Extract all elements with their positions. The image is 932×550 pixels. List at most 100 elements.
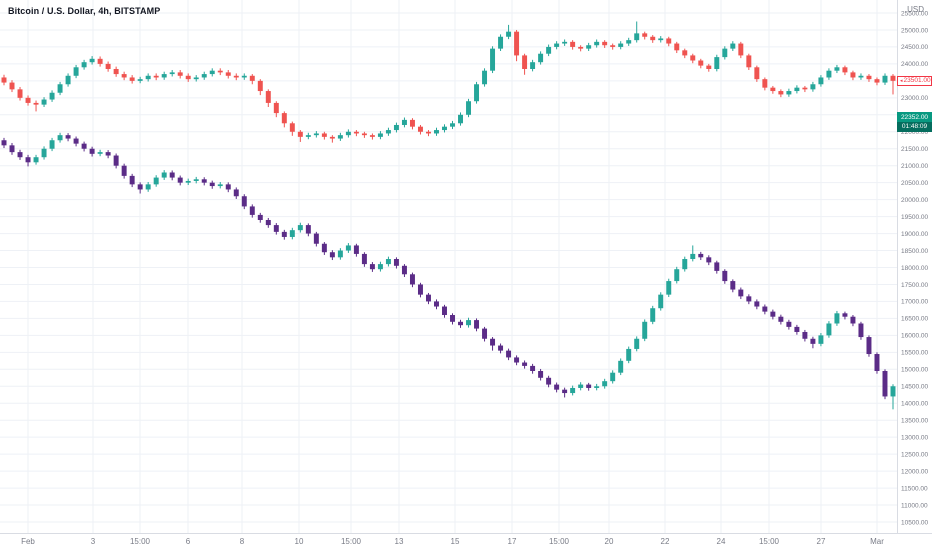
- candle: [690, 55, 696, 61]
- candle: [425, 294, 431, 302]
- price-tick-label: 15500.00: [901, 350, 928, 357]
- realtime-price-label[interactable]: 22352.00 01:48:09: [897, 111, 932, 132]
- time-tick-label: 15:00: [759, 537, 780, 546]
- price-tick-label: 25500.00: [901, 10, 928, 17]
- candle: [257, 80, 263, 92]
- candle: [217, 70, 223, 73]
- candle: [674, 43, 680, 51]
- candle: [626, 348, 632, 361]
- candle: [97, 152, 103, 154]
- candle: [297, 131, 303, 137]
- price-marker-icon: ◂: [900, 77, 903, 84]
- candle: [65, 75, 71, 85]
- candle: [626, 40, 632, 44]
- candle: [137, 184, 143, 190]
- candle: [1, 77, 7, 83]
- candle: [409, 274, 415, 285]
- last-price-label[interactable]: ◂ 23501.00: [897, 75, 932, 86]
- candle: [434, 130, 439, 134]
- candle: [458, 321, 463, 326]
- candle: [409, 119, 415, 127]
- candle: [586, 384, 592, 388]
- candle: [153, 75, 159, 78]
- price-tick-label: 14500.00: [901, 384, 928, 391]
- candle: [666, 38, 672, 44]
- realtime-price-value: 22352.00: [897, 111, 932, 122]
- candle: [546, 46, 552, 54]
- time-axis[interactable]: Feb 3 15:00 6 8 10 15:00 13 15 17 15:00 20 22 24 15:00…: [21, 537, 884, 546]
- candle: [153, 177, 159, 185]
- price-tick-label: 19000.00: [901, 231, 928, 238]
- candle: [57, 84, 63, 93]
- candle: [89, 148, 95, 154]
- candle: [289, 123, 295, 132]
- candle: [890, 386, 896, 397]
- price-tick-label: 20500.00: [901, 180, 928, 187]
- candle: [650, 36, 656, 41]
- price-tick-label: 12000.00: [901, 468, 928, 475]
- candle: [321, 133, 327, 137]
- time-tick-label: 17: [508, 537, 517, 546]
- price-axis[interactable]: 10500.00 11000.00 11500.00 12000.00 12500.00…: [901, 10, 928, 526]
- candle: [377, 133, 383, 137]
- candle: [169, 172, 175, 178]
- candle: [546, 377, 552, 385]
- candle: [249, 75, 255, 81]
- candle: [137, 79, 143, 81]
- candle: [169, 72, 175, 75]
- candle: [882, 75, 888, 83]
- candle: [458, 114, 463, 124]
- price-tick-label: 11000.00: [901, 502, 928, 509]
- candle: [618, 43, 624, 47]
- candle: [49, 92, 55, 100]
- candle: [474, 320, 480, 329]
- candle: [241, 196, 247, 207]
- price-tick-label: 24500.00: [901, 44, 928, 51]
- candle: [826, 70, 832, 78]
- candle: [506, 350, 512, 358]
- candle: [337, 250, 343, 258]
- candle: [442, 126, 447, 131]
- candle: [770, 311, 776, 317]
- candle: [754, 67, 760, 80]
- candle: [490, 338, 496, 346]
- candle: [161, 74, 167, 78]
- candle: [610, 45, 616, 47]
- time-tick-label: 15:00: [341, 537, 362, 546]
- candle: [225, 184, 231, 190]
- candle: [514, 31, 520, 56]
- candle: [602, 41, 608, 46]
- last-price-value: 23501.00: [903, 76, 931, 84]
- candle: [129, 175, 135, 185]
- candle: [201, 74, 207, 78]
- candle: [249, 206, 255, 215]
- candle: [273, 102, 279, 114]
- candle: [786, 91, 792, 95]
- candle: [377, 264, 383, 270]
- time-tick-label: 15:00: [130, 537, 151, 546]
- candle: [474, 84, 480, 102]
- candle: [49, 140, 55, 149]
- candle: [562, 389, 568, 394]
- candle: [578, 46, 584, 49]
- candle: [265, 219, 271, 226]
- candle: [393, 259, 399, 266]
- candles-lower: [1, 132, 896, 410]
- time-tick-label: 15: [451, 537, 460, 546]
- candles-upper: [1, 21, 896, 143]
- candle: [9, 82, 15, 90]
- candle: [121, 165, 127, 176]
- candle: [297, 225, 303, 231]
- price-tick-label: 11500.00: [901, 485, 928, 492]
- candle: [17, 89, 23, 98]
- candle: [498, 345, 504, 351]
- candle: [522, 55, 528, 69]
- candle: [177, 177, 183, 183]
- candle: [746, 296, 752, 302]
- candle: [177, 72, 183, 76]
- candle: [329, 252, 335, 258]
- candle: [874, 79, 880, 83]
- candle: [329, 136, 335, 139]
- candle: [81, 143, 87, 149]
